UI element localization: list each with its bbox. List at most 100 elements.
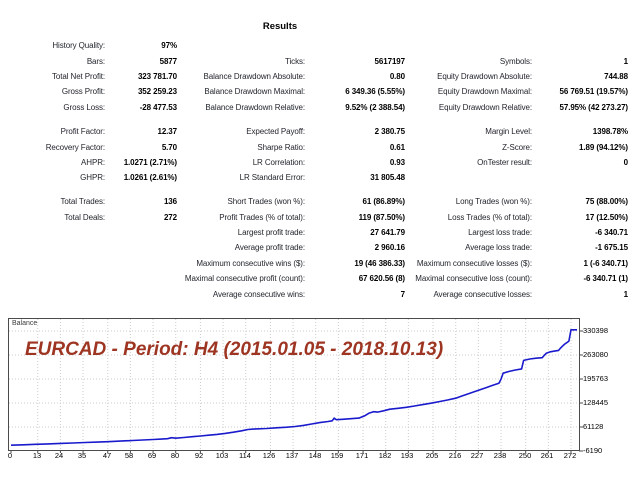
stat-row: Maximal consecutive profit (count): 67 62… — [0, 271, 640, 286]
x-tick-label: 227 — [470, 451, 484, 460]
stat-row: Largest profit trade: 27 641.79 Largest lo… — [0, 225, 640, 240]
stat-label: Sharpe Ratio: — [257, 142, 305, 152]
stat-label: GHPR: — [80, 173, 105, 183]
x-tick-label: 35 — [77, 451, 87, 460]
stat-row: Average profit trade: 2 960.16 Average los… — [0, 240, 640, 255]
stat-value: 1.89 (94.12%) — [579, 142, 628, 152]
x-tick-label: 171 — [355, 451, 369, 460]
stat-label: Maximum consecutive losses ($): — [416, 258, 532, 268]
x-tick-label: 0 — [7, 451, 13, 460]
stat-value: 5617197 — [374, 56, 406, 66]
stat-value: 6 349.36 (5.55%) — [345, 87, 405, 97]
stat-label: Symbols: — [499, 56, 532, 66]
stat-label: Ticks: — [285, 56, 305, 66]
stat-row: AHPR: 1.0271 (2.71%) LR Correlation: 0.93 On… — [0, 155, 640, 170]
stat-label: Equity Drawdown Relative: — [438, 102, 532, 112]
stat-label: LR Correlation: — [252, 157, 305, 167]
stat-row: Profit Factor: 12.37 Expected Payoff: 2 380… — [0, 124, 640, 139]
stat-value: 17 (12.50%) — [585, 212, 629, 222]
stat-label: Equity Drawdown Absolute: — [437, 71, 532, 81]
y-tick-label: 263080 — [583, 350, 609, 359]
x-tick-label: 250 — [518, 451, 532, 460]
y-tick-label: 128445 — [583, 398, 609, 407]
stat-label: Margin Level: — [485, 127, 532, 137]
stat-label: LR Standard Error: — [239, 173, 305, 183]
stat-value: -28 477.53 — [139, 102, 177, 112]
stat-label: History Quality: — [52, 41, 105, 51]
stat-label: OnTester result: — [477, 157, 532, 167]
stat-value: 1 — [623, 289, 628, 299]
balance-line-plot — [9, 319, 583, 453]
stat-value: 57.95% (42 273.27) — [559, 102, 629, 112]
stat-value: 1.0271 (2.71%) — [123, 157, 177, 167]
x-tick-label: 148 — [308, 451, 322, 460]
stat-label: Total Trades: — [60, 197, 105, 207]
balance-series-line — [10, 329, 577, 446]
stat-label: Balance Drawdown Absolute: — [203, 71, 306, 81]
stat-label: Equity Drawdown Maximal: — [437, 87, 532, 97]
stat-value: 352 259.23 — [137, 87, 177, 97]
stat-value: 2 380.75 — [374, 127, 405, 137]
stat-label: Profit Factor: — [60, 127, 105, 137]
stat-label: Balance Drawdown Relative: — [205, 102, 305, 112]
stat-row: Total Net Profit: 323 781.70 Balance Drawd… — [0, 69, 640, 84]
stat-value: 75 (88.00%) — [585, 197, 629, 207]
stat-label: Loss Trades (% of total): — [447, 212, 532, 222]
stat-value: 31 805.48 — [370, 173, 405, 183]
stat-value: 7 — [400, 289, 405, 299]
stat-value: 0 — [623, 157, 628, 167]
stat-label: Largest loss trade: — [468, 227, 532, 237]
x-tick-label: 69 — [147, 451, 157, 460]
stat-label: Total Deals: — [64, 212, 105, 222]
y-tick-label: 195763 — [583, 374, 609, 383]
stat-label: Largest profit trade: — [237, 227, 305, 237]
stat-label: Average consecutive wins: — [212, 289, 305, 299]
stat-value: 323 781.70 — [137, 71, 177, 81]
stat-value: 9.52% (2 388.54) — [345, 102, 405, 112]
x-tick-label: 193 — [400, 451, 414, 460]
stats-block-3: Total Trades: 136 Short Trades (won %): 61 … — [0, 194, 640, 302]
stat-label: Gross Loss: — [63, 102, 105, 112]
x-tick-label: 13 — [32, 451, 42, 460]
x-tick-label: 92 — [194, 451, 204, 460]
stat-value: 5.70 — [161, 142, 177, 152]
stat-value: 61 (86.89%) — [362, 197, 406, 207]
stat-row: Gross Profit: 352 259.23 Balance Drawdown … — [0, 84, 640, 99]
x-tick-label: 205 — [425, 451, 439, 460]
stat-value: 27 641.79 — [370, 227, 405, 237]
stat-label: Average profit trade: — [234, 243, 305, 253]
stat-label: Profit Trades (% of total): — [219, 212, 305, 222]
stat-row: Maximum consecutive wins ($): 19 (46 386.… — [0, 256, 640, 271]
chart-legend-balance: Balance — [12, 320, 38, 327]
stat-label: Maximal consecutive loss (count): — [415, 274, 532, 284]
x-tick-label: 80 — [170, 451, 180, 460]
x-tick-label: 272 — [563, 451, 577, 460]
stat-value: -1 675.15 — [595, 243, 628, 253]
stat-value: 19 (46 386.33) — [354, 258, 405, 268]
stat-label: Long Trades (won %): — [455, 197, 532, 207]
stat-value: 119 (87.50%) — [358, 212, 405, 222]
stat-value: 2 960.16 — [374, 243, 405, 253]
stat-label: Average consecutive losses: — [433, 289, 532, 299]
stat-label: Total Net Profit: — [52, 71, 105, 81]
x-tick-label: 58 — [124, 451, 134, 460]
stat-label: Z-Score: — [502, 142, 532, 152]
stat-row: Gross Loss: -28 477.53 Balance Drawdown Re… — [0, 100, 640, 115]
chart-annotation: EURCAD - Period: H4 (2015.01.05 - 2018.1… — [25, 339, 444, 360]
x-tick-label: 159 — [330, 451, 344, 460]
stat-label: Expected Payoff: — [246, 127, 305, 137]
stat-value: 1.0261 (2.61%) — [123, 173, 177, 183]
stat-label: Bars: — [86, 56, 105, 66]
stat-label: Recovery Factor: — [45, 142, 105, 152]
stat-value: 56 769.51 (19.57%) — [559, 87, 629, 97]
stat-row: Recovery Factor: 5.70 Sharpe Ratio: 0.61 Z-S… — [0, 139, 640, 154]
stat-row: History Quality: 97% — [0, 38, 640, 53]
stat-value: 1398.78% — [592, 127, 628, 137]
stat-value: 0.61 — [389, 142, 405, 152]
stats-block-2: Profit Factor: 12.37 Expected Payoff: 2 380… — [0, 124, 640, 186]
y-tick-label: -6190 — [583, 446, 603, 455]
stat-value: 1 (-6 340.71) — [583, 258, 628, 268]
balance-chart: Balance EURCAD - Period: H4 (2015.01.05 … — [8, 318, 583, 453]
stat-label: Gross Profit: — [61, 87, 105, 97]
stat-value: -6 340.71 — [595, 227, 628, 237]
